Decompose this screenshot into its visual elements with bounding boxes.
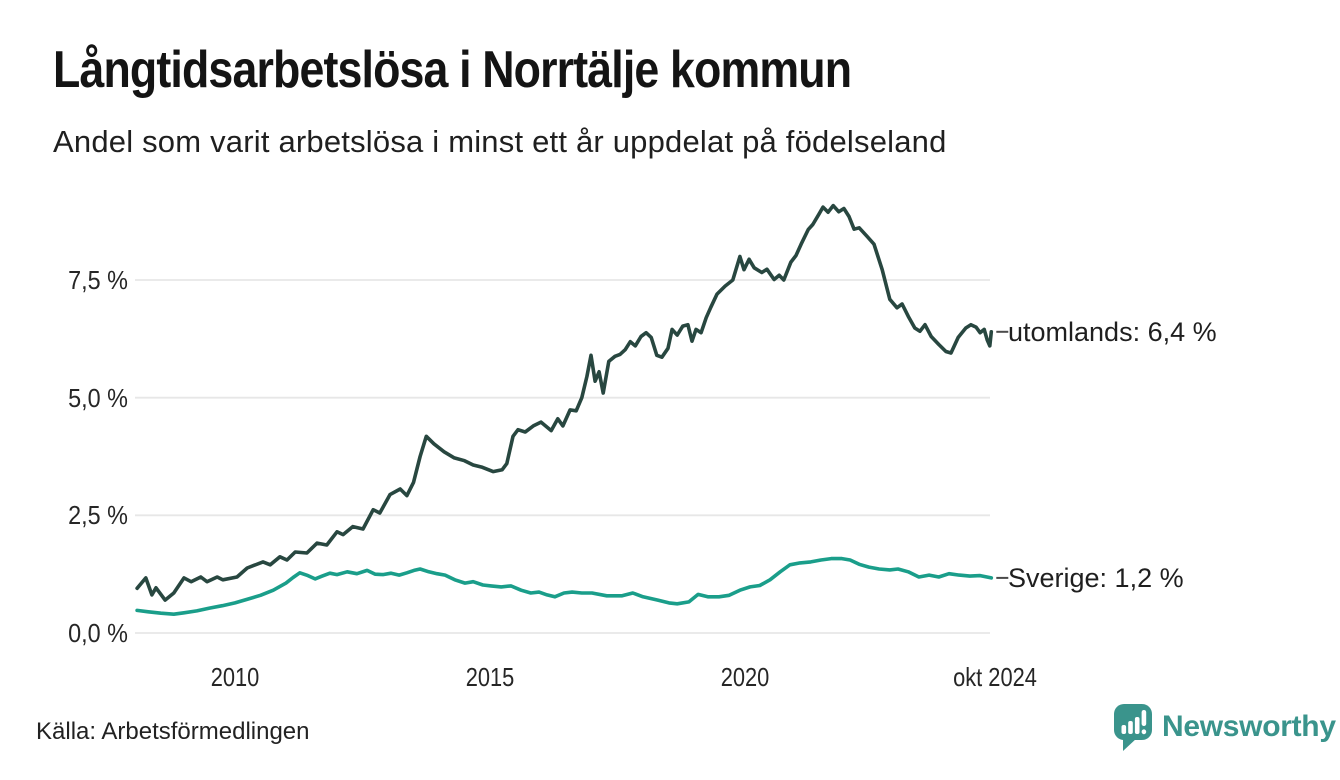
x-axis-tick-label: 2020 <box>720 662 770 692</box>
chart-subtitle: Andel som varit arbetslösa i minst ett å… <box>53 124 947 159</box>
series-end-label-sverige: Sverige: 1,2 % <box>1008 562 1184 593</box>
y-axis-tick-label: 2,5 % <box>68 500 128 530</box>
y-axis-tick-label: 0,0 % <box>68 618 128 648</box>
series-line-sverige <box>135 556 994 617</box>
chart-title: Långtidsarbetslösa i Norrtälje kommun <box>53 41 852 99</box>
source-note: Källa: Arbetsförmedlingen <box>36 718 310 745</box>
bar-chart-speech-bubble-icon <box>1114 704 1152 751</box>
series-end-label-utomlands: utomlands: 6,4 % <box>1008 316 1217 347</box>
x-axis-tick-label: okt 2024 <box>953 662 1037 692</box>
y-axis-tick-label: 5,0 % <box>68 383 128 413</box>
newsworthy-wordmark: Newsworthy <box>1162 710 1336 743</box>
x-axis-tick-label: 2010 <box>210 662 260 692</box>
x-axis-tick-label: 2015 <box>465 662 515 692</box>
y-axis-tick-label: 7,5 % <box>68 265 128 295</box>
newsworthy-logo[interactable]: Newsworthy <box>1112 702 1336 758</box>
series-line-utomlands <box>135 203 994 602</box>
